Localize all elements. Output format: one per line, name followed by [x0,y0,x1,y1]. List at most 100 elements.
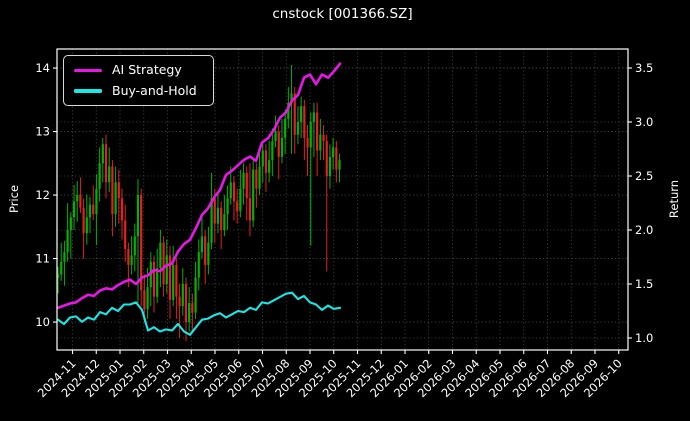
return-tick-label: 2.5 [635,169,653,183]
candle-body [172,264,175,300]
candle-body [82,207,85,234]
candle-body [114,182,117,215]
legend-item-ai-strategy: AI Strategy [74,62,197,77]
candle-body [319,134,322,151]
candle-body [194,277,197,313]
candle-body [181,283,184,307]
candle-body [101,144,104,164]
candle-body [261,150,264,167]
candle-body [165,255,168,284]
return-tick-label: 3.0 [635,115,653,129]
price-tick-label: 10 [35,315,50,329]
ai-strategy-legend-label: AI Strategy [112,62,182,77]
candle-body [156,268,159,297]
candle-body [178,296,181,307]
candle-body [274,131,277,142]
candle-body [248,198,252,221]
return-tick-label: 2.0 [635,223,653,237]
candle-body [335,147,338,170]
gridlines [57,49,628,350]
legend: AI Strategy Buy-and-Hold [63,55,214,106]
candle-body [120,198,124,221]
candle-body [127,249,130,265]
candle-body [220,207,223,230]
candle-body [191,303,194,313]
candle-body [133,236,136,256]
candle-body [108,166,111,183]
candle-body [130,255,133,265]
candle-body [72,201,76,218]
candle-body [264,150,268,173]
price-tick-label: 13 [35,125,50,139]
price-axis-label: Price [7,184,21,214]
candle-body [69,217,72,230]
candle-body [159,242,162,269]
candle-body [204,236,207,265]
candle-body [85,217,88,234]
candle-body [232,182,236,202]
candle-body [268,160,271,173]
price-tick-label: 12 [35,188,50,202]
candle-body [312,112,316,123]
candle-body [271,141,274,161]
candle-body [229,182,232,199]
candle-body [197,252,200,278]
candle-body [280,137,284,157]
candle-body [95,188,98,215]
candle-body [136,195,140,237]
candle-body [56,274,60,278]
candle-body [60,261,63,275]
price-tick-label: 11 [35,252,50,266]
return-tick-label: 3.5 [635,61,653,75]
candle-body [63,252,66,262]
ai-strategy-line-swatch [74,68,102,72]
return-tick-label: 1.0 [635,331,653,345]
buy-and-hold-line-swatch [74,89,102,93]
candle-body [152,261,156,297]
candle-body [287,102,290,119]
candle-body [316,112,319,151]
candle-body [184,283,188,323]
candle-body [309,122,312,148]
candle-body [239,188,242,211]
candle-body [111,166,114,215]
candle-body [216,207,220,224]
buy-and-hold-legend-label: Buy-and-Hold [112,82,197,98]
candle-body [207,242,210,265]
candle-body [293,93,296,135]
candle-body [92,204,95,215]
candle-body [338,160,341,170]
candle-body [223,214,226,230]
candle-body [296,122,300,135]
candle-body [146,287,149,310]
candle-body [245,172,248,199]
candle-body [117,182,120,199]
price-tick-label: 14 [35,61,50,75]
candle-body [175,264,178,297]
chart-title: cnstock [001366.SZ] [272,6,413,22]
candle-body [188,303,191,323]
candle-body [322,134,325,142]
candle-body [300,106,303,123]
candle-body [210,198,213,243]
candle-body [306,137,309,148]
ai-strategy-line [56,62,342,310]
legend-item-buy-and-hold: Buy-and-Hold [74,82,197,98]
candle-body [162,242,165,284]
candle-body [143,290,146,310]
candle-body [200,236,204,253]
candle-body [104,144,108,183]
candle-body [140,195,143,291]
candle-body [252,169,255,221]
candle-body [124,220,127,250]
candle-body [242,172,245,189]
candle-body [258,166,261,189]
candle-body [277,131,280,157]
axis-ticks [53,67,632,354]
candle-body [66,229,69,253]
candle-body [325,141,328,177]
candle-body [226,198,229,215]
candle-body [284,118,287,138]
